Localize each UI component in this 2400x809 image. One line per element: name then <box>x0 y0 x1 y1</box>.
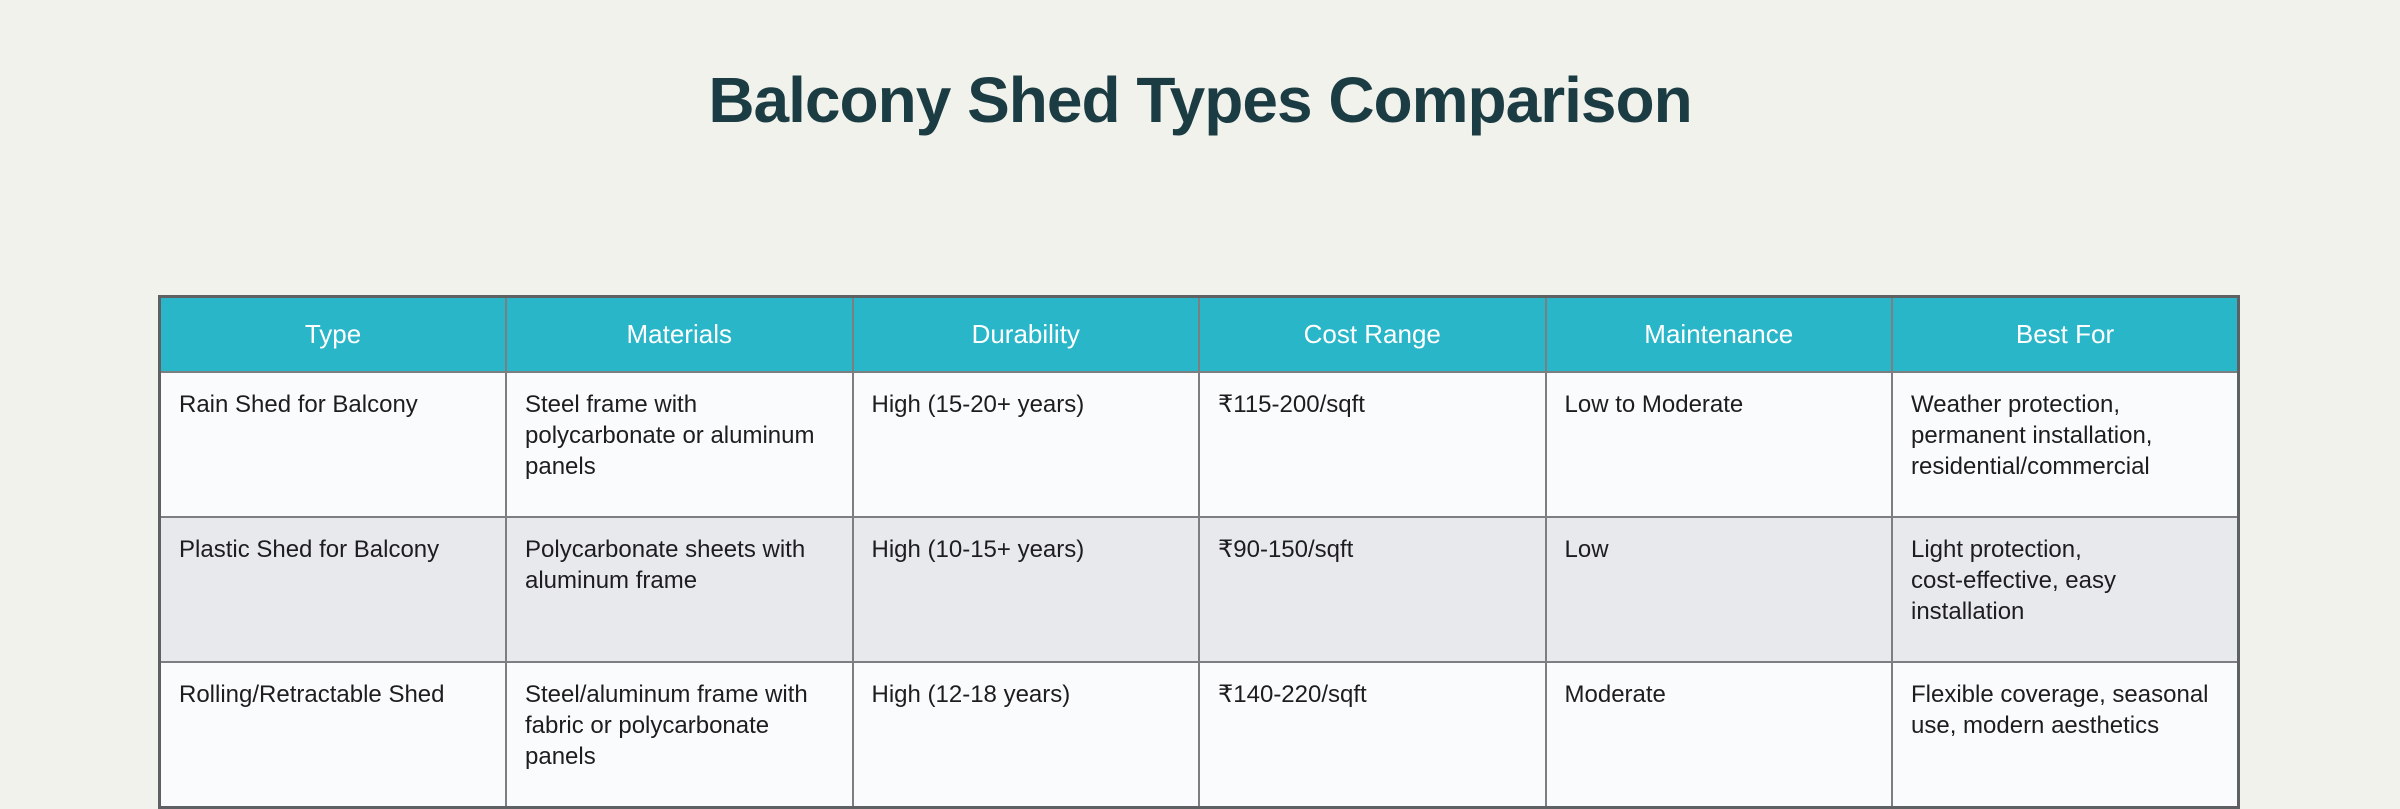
cell-best-for: Light protection, cost-effective, easy i… <box>1891 516 2240 663</box>
page-title: Balcony Shed Types Comparison <box>708 64 1692 136</box>
cell-maintenance: Low to Moderate <box>1544 371 1893 518</box>
cell-materials: Polycarbonate sheets with aluminum frame <box>505 516 854 663</box>
table-row-plastic-shed: Plastic Shed for Balcony Polycarbonate s… <box>158 516 2240 663</box>
table-row-rolling-shed: Rolling/Retractable Shed Steel/aluminum … <box>158 661 2240 809</box>
cell-maintenance: Low <box>1544 516 1893 663</box>
column-header-durability: Durability <box>851 295 1200 373</box>
column-header-type: Type <box>158 295 507 373</box>
column-header-cost-range: Cost Range <box>1198 295 1547 373</box>
cell-materials: Steel frame with polycarbonate or alumin… <box>505 371 854 518</box>
cell-best-for: Weather protection, permanent installati… <box>1891 371 2240 518</box>
column-header-maintenance: Maintenance <box>1544 295 1893 373</box>
cell-maintenance: Moderate <box>1544 661 1893 809</box>
cell-cost-range: ₹115-200/sqft <box>1198 371 1547 518</box>
table-row-rain-shed: Rain Shed for Balcony Steel frame with p… <box>158 371 2240 518</box>
cell-durability: High (10-15+ years) <box>851 516 1200 663</box>
cell-type: Rain Shed for Balcony <box>158 371 507 518</box>
cell-type: Plastic Shed for Balcony <box>158 516 507 663</box>
cell-type: Rolling/Retractable Shed <box>158 661 507 809</box>
cell-materials: Steel/aluminum frame with fabric or poly… <box>505 661 854 809</box>
cell-durability: High (12-18 years) <box>851 661 1200 809</box>
table-header-row: Type Materials Durability Cost Range Mai… <box>158 295 2240 373</box>
column-header-materials: Materials <box>505 295 854 373</box>
column-header-best-for: Best For <box>1891 295 2240 373</box>
comparison-table: Type Materials Durability Cost Range Mai… <box>158 295 2240 809</box>
cell-cost-range: ₹140-220/sqft <box>1198 661 1547 809</box>
cell-best-for: Flexible coverage, seasonal use, modern … <box>1891 661 2240 809</box>
cell-cost-range: ₹90-150/sqft <box>1198 516 1547 663</box>
cell-durability: High (15-20+ years) <box>851 371 1200 518</box>
